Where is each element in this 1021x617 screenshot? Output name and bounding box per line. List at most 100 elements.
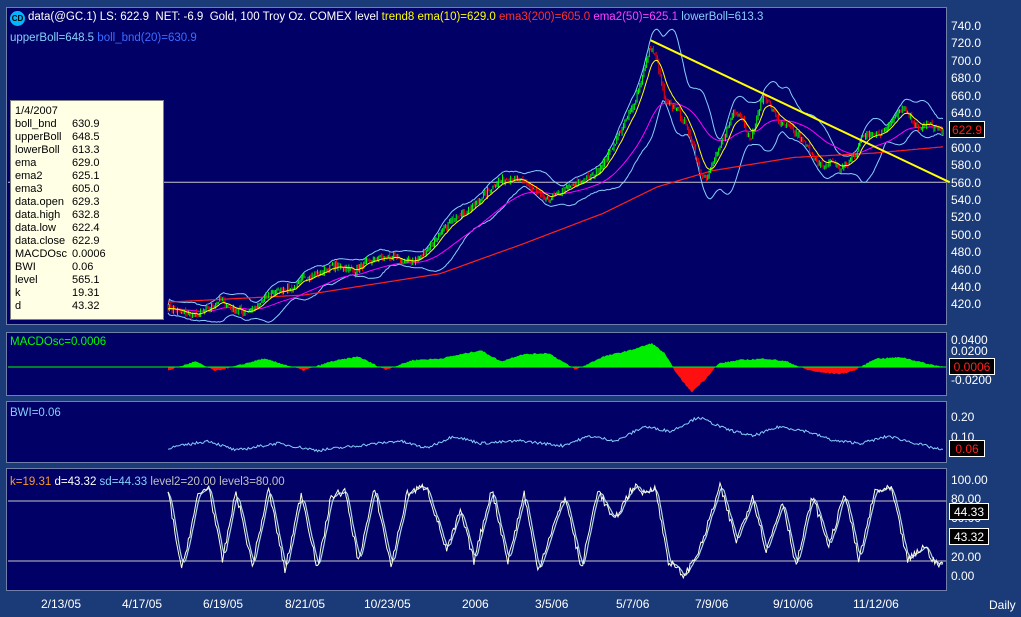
data-window-row-label: data.high xyxy=(15,209,61,221)
data-window-row-value: 565.1 xyxy=(72,274,100,286)
data-window-row-value: 629.3 xyxy=(72,196,100,208)
header-line-1: data(@GC.1) LS: 622.9 NET: -6.9 Gold, 10… xyxy=(28,11,763,23)
bwi-label: BWI=0.06 xyxy=(10,407,61,419)
data-window-row-label: BWI xyxy=(15,261,36,273)
price-tick-label: 420.0 xyxy=(951,297,982,312)
upper-bollinger-line xyxy=(167,28,944,307)
upperboll-label: upperBoll=648.5 xyxy=(10,32,95,44)
symbol-label: data(@GC.1) xyxy=(28,11,97,23)
macd-negative-area xyxy=(168,367,943,393)
stoch-d-label: d=43.32 xyxy=(54,476,97,488)
stoch-k-line xyxy=(167,481,944,580)
last-price-box: 622.9 xyxy=(949,121,985,138)
data-window-row: level 565.1 xyxy=(15,274,100,287)
data-window-row-value: 630.9 xyxy=(72,118,100,130)
price-tick-label: 540.0 xyxy=(951,193,982,207)
stoch-tick-label: 80.00 xyxy=(951,492,982,507)
data-window-row: k 19.31 xyxy=(15,287,100,300)
x-tick-label: 2/13/05 xyxy=(41,597,82,611)
x-tick-label: 10/23/05 xyxy=(364,597,411,611)
data-window-row-value: 0.0006 xyxy=(72,248,106,260)
period-label: Daily xyxy=(989,598,1016,612)
data-window-row: ema2 625.1 xyxy=(15,170,100,183)
price-tick-label: 600.0 xyxy=(951,140,982,155)
data-window-row-label: MACDOsc xyxy=(15,248,67,260)
x-tick-label: 9/10/06 xyxy=(773,597,814,611)
data-window-row: upperBoll 648.5 xyxy=(15,131,100,144)
x-tick-label: 2006 xyxy=(462,597,489,611)
net-label: NET: -6.9 xyxy=(155,11,204,23)
ema2-line xyxy=(167,102,944,312)
lowerboll-label: lowerBoll=613.3 xyxy=(681,11,764,23)
data-window-row-value: 648.5 xyxy=(72,131,100,143)
ema3-label: ema3(200)=605.0 xyxy=(499,11,591,23)
x-tick-label: 7/9/06 xyxy=(695,597,729,611)
data-window-row-label: level xyxy=(15,274,38,286)
macd-label: MACDOsc=0.0006 xyxy=(10,336,107,348)
data-window-date: 1/4/2007 xyxy=(15,105,58,117)
data-window-row-label: lowerBoll xyxy=(15,144,60,156)
ema2-label: ema2(50)=625.1 xyxy=(593,11,679,23)
data-window-row-label: ema xyxy=(15,157,37,169)
data-window-row: data.low 622.4 xyxy=(15,222,100,235)
trend-line xyxy=(650,39,951,184)
data-window-row-value: 622.9 xyxy=(72,235,100,247)
price-tick-label: 500.0 xyxy=(951,227,982,242)
stoch-tick-label: 20.00 xyxy=(951,549,982,564)
stoch-sd-label: sd=44.33 xyxy=(99,476,148,488)
data-window-row-label: data.close xyxy=(15,235,66,247)
data-window-row-label: ema2 xyxy=(15,170,43,182)
lower-bollinger-line xyxy=(167,100,944,323)
price-tick-label: 640.0 xyxy=(951,106,982,120)
data-window-row: boll_bnd 630.9 xyxy=(15,118,100,131)
x-tick-label: 6/19/05 xyxy=(203,597,244,611)
data-window-row-label: upperBoll xyxy=(15,131,62,143)
data-window-row-label: k xyxy=(15,287,21,299)
data-window-row-value: 19.31 xyxy=(72,287,100,299)
data-window-row-label: ema3 xyxy=(15,183,43,195)
price-tick-label: 560.0 xyxy=(951,175,982,190)
price-tick-label: 720.0 xyxy=(951,36,982,51)
stoch-header: k=19.31 d=43.32 sd=44.33 level2=20.00 le… xyxy=(10,476,285,488)
macd-value-box: 0.0006 xyxy=(949,358,995,375)
x-tick-label: 11/12/06 xyxy=(853,597,899,611)
stoch-tick-label: 0.00 xyxy=(951,569,975,583)
bwi-panel[interactable] xyxy=(6,401,947,463)
data-window-row-label: boll_bnd xyxy=(15,118,57,130)
stoch-d-box: 43.32 xyxy=(949,528,989,545)
x-tick-label: 5/7/06 xyxy=(616,597,650,611)
data-window-row: d 43.32 xyxy=(15,300,100,313)
ema-line xyxy=(167,59,944,315)
cd-icon: CD xyxy=(10,11,25,26)
data-window-row: ema 629.0 xyxy=(15,157,100,170)
data-window-row-label: d xyxy=(15,300,22,312)
data-window-row: data.close 622.9 xyxy=(15,235,100,248)
data-window-row-label: data.open xyxy=(15,196,64,208)
level-label: level xyxy=(354,11,379,23)
data-window-row-value: 43.32 xyxy=(72,300,100,312)
description-label: Gold, 100 Troy Oz. COMEX xyxy=(209,11,352,23)
data-window-row: data.open 629.3 xyxy=(15,196,100,209)
data-window-row-value: 613.3 xyxy=(72,144,100,156)
data-window-row: MACDOsc 0.0006 xyxy=(15,248,106,261)
trend-label: trend8 xyxy=(381,11,415,23)
data-window-row-value: 605.0 xyxy=(72,183,100,195)
x-tick-label: 3/5/06 xyxy=(535,597,569,611)
bwi-line xyxy=(167,416,944,453)
macd-tick-2: 0.0200 xyxy=(951,344,988,358)
header-line-2: upperBoll=648.5 boll_bnd(20)=630.9 xyxy=(10,32,197,44)
data-window-row: lowerBoll 613.3 xyxy=(15,144,100,157)
price-tick-label: 660.0 xyxy=(951,88,982,103)
price-tick-label: 520.0 xyxy=(951,210,982,225)
price-tick-label: 460.0 xyxy=(951,262,982,277)
data-window-row-value: 0.06 xyxy=(72,261,94,273)
data-window-row-value: 632.8 xyxy=(72,209,100,221)
stoch-tick-label: 100.00 xyxy=(951,473,988,487)
macd-tick-1: 0.0400 xyxy=(951,333,988,347)
data-window-row-value: 625.1 xyxy=(72,170,100,182)
data-window-row: BWI 0.06 xyxy=(15,261,93,274)
data-window-row-label: data.low xyxy=(15,222,56,234)
price-tick-label: 580.0 xyxy=(951,158,982,173)
stoch-level3-label: level3=80.00 xyxy=(219,476,285,488)
price-tick-label: 700.0 xyxy=(951,53,982,68)
